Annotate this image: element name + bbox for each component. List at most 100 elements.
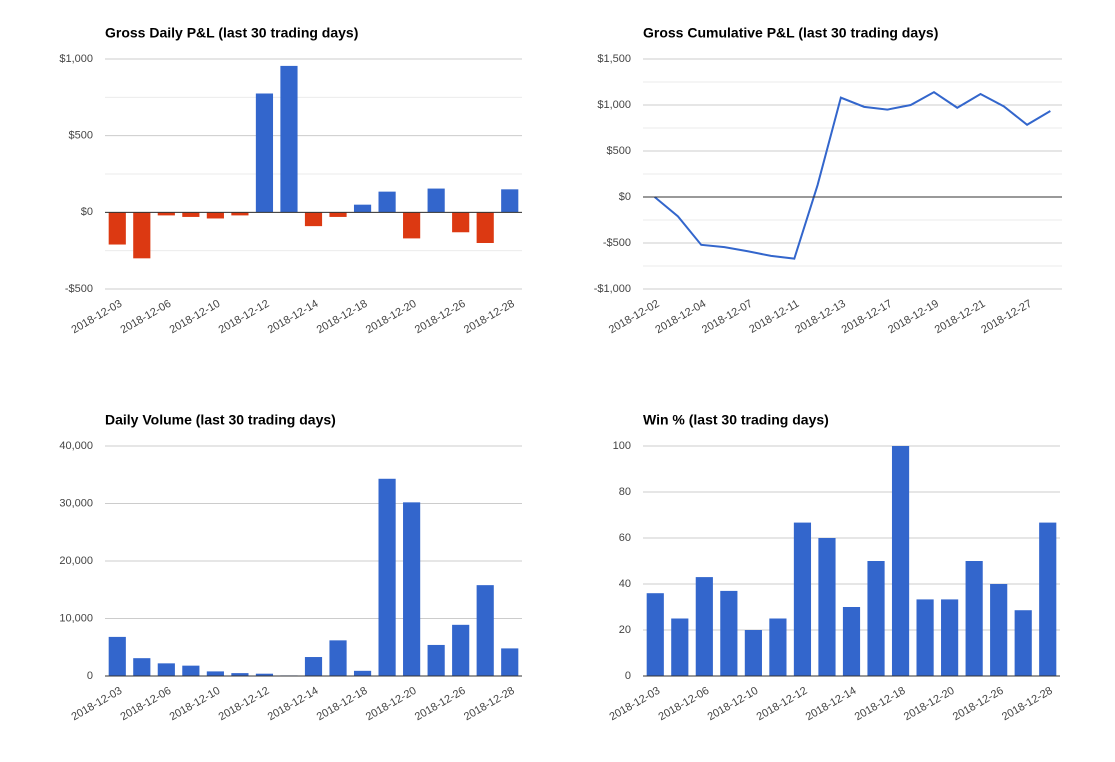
chart-title: Gross Cumulative P&L (last 30 trading da… [643, 25, 938, 41]
y-tick-label: $500 [69, 130, 93, 142]
bar [108, 636, 126, 676]
x-tick-label: 2018-12-06 [119, 298, 174, 337]
bar [769, 618, 787, 676]
bar [720, 590, 738, 676]
bar [304, 657, 323, 676]
y-tick-label: 20 [619, 624, 631, 636]
x-tick-label: 2018-12-19 [886, 298, 941, 337]
bar [891, 446, 910, 676]
y-tick-label: 40 [619, 578, 631, 590]
y-tick-label: $500 [607, 145, 631, 157]
y-tick-label: 0 [87, 670, 93, 682]
bar [427, 188, 445, 213]
y-tick-label: 80 [619, 486, 631, 498]
x-tick-label: 2018-12-12 [217, 298, 272, 337]
x-tick-label: 2018-12-13 [793, 298, 848, 337]
bar [206, 671, 224, 676]
bar [133, 212, 151, 259]
bar [329, 212, 347, 217]
bar [206, 212, 224, 219]
y-tick-label: $1,500 [597, 53, 631, 65]
chart: Daily Volume (last 30 trading days) 0 10,0… [59, 412, 522, 724]
chart-title: Gross Daily P&L (last 30 trading days) [105, 25, 358, 41]
x-tick-label: 2018-12-14 [804, 685, 859, 724]
bar [916, 599, 934, 676]
y-tick-label: $0 [81, 206, 93, 218]
bar [867, 561, 885, 676]
chart-title: Win % (last 30 trading days) [643, 412, 829, 428]
x-tick-label: 2018-12-18 [315, 298, 370, 337]
bar [965, 561, 983, 676]
x-tick-label: 2018-12-28 [1000, 685, 1055, 724]
bar [842, 607, 861, 676]
bar [133, 658, 151, 676]
y-tick-label: $1,000 [597, 99, 631, 111]
y-tick-label: 20,000 [59, 555, 93, 567]
y-tick-label: 10,000 [59, 612, 93, 624]
chart: Gross Cumulative P&L (last 30 trading da… [594, 25, 1062, 337]
x-tick-label: 2018-12-12 [217, 685, 272, 724]
x-tick-label: 2018-12-20 [364, 685, 419, 724]
bar [353, 204, 372, 213]
bar [280, 65, 298, 213]
y-tick-label: 30,000 [59, 497, 93, 509]
y-tick-label: -$500 [65, 283, 93, 295]
bar [255, 673, 274, 676]
bar [157, 212, 175, 216]
x-tick-label: 2018-12-02 [607, 298, 662, 337]
bar [501, 189, 519, 213]
line [654, 90, 1051, 260]
y-tick-label: 40,000 [59, 440, 93, 452]
x-tick-label: 2018-12-14 [266, 298, 321, 337]
x-tick-label: 2018-12-26 [951, 685, 1006, 724]
x-tick-label: 2018-12-28 [462, 298, 517, 337]
x-tick-label: 2018-12-27 [979, 298, 1034, 337]
x-tick-label: 2018-12-17 [840, 298, 895, 337]
x-tick-label: 2018-12-18 [315, 685, 370, 724]
chart-title: Daily Volume (last 30 trading days) [105, 412, 336, 428]
y-tick-label: $1,000 [59, 53, 93, 65]
bar [157, 663, 175, 676]
y-tick-label: 100 [613, 440, 631, 452]
x-tick-label: 2018-12-12 [755, 685, 810, 724]
bar [403, 212, 421, 239]
bar [476, 212, 494, 243]
bar [255, 93, 274, 213]
x-tick-label: 2018-12-18 [853, 685, 908, 724]
y-tick-label: 0 [625, 670, 631, 682]
y-tick-label: -$500 [603, 237, 631, 249]
bar [990, 584, 1008, 676]
x-tick-label: 2018-12-14 [266, 685, 321, 724]
x-tick-label: 2018-12-20 [902, 685, 957, 724]
x-tick-label: 2018-12-28 [462, 685, 517, 724]
x-tick-label: 2018-12-10 [706, 685, 761, 724]
y-tick-label: 60 [619, 532, 631, 544]
bar [941, 599, 959, 676]
bar [818, 538, 836, 676]
chart: Win % (last 30 trading days) 0 20 40 60 80 100… [607, 412, 1060, 724]
x-tick-label: 2018-12-04 [653, 298, 708, 337]
x-tick-label: 2018-12-06 [119, 685, 174, 724]
x-tick-label: 2018-12-26 [413, 685, 468, 724]
x-tick-label: 2018-12-10 [168, 685, 223, 724]
x-tick-label: 2018-12-26 [413, 298, 468, 337]
bar [353, 670, 372, 676]
x-tick-label: 2018-12-21 [933, 298, 988, 337]
x-tick-label: 2018-12-03 [69, 298, 124, 337]
bar [646, 593, 664, 676]
bar [231, 673, 249, 676]
bar [501, 648, 519, 676]
bar [476, 585, 494, 676]
bar [452, 212, 470, 233]
bar [452, 624, 470, 676]
bar [329, 640, 347, 676]
bar [1014, 610, 1032, 676]
bar [427, 644, 445, 676]
x-tick-label: 2018-12-03 [607, 685, 662, 724]
bar [793, 522, 812, 676]
y-tick-label: $0 [619, 191, 631, 203]
bar [744, 630, 762, 676]
bar [108, 212, 126, 245]
bar [378, 191, 396, 213]
